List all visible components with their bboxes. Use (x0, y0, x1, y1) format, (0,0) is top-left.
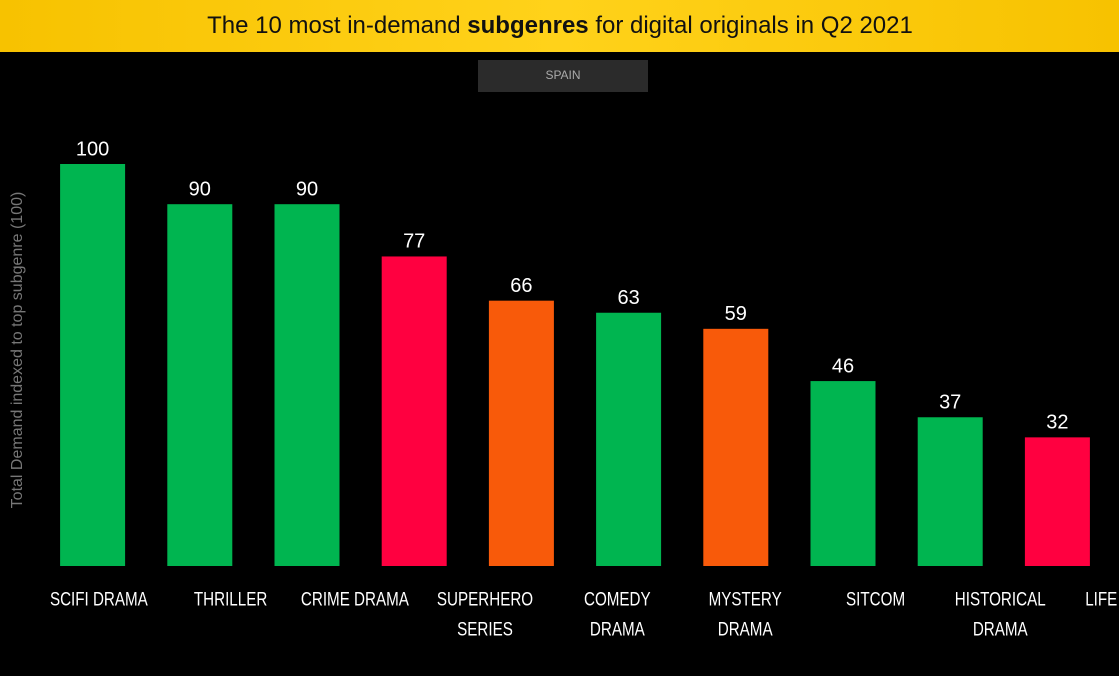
value-label: 59 (725, 303, 747, 325)
subtitle: SPAIN (545, 68, 580, 82)
value-label: 77 (403, 231, 425, 253)
title-part: for digital originals in Q2 2021 (589, 12, 913, 39)
bar (488, 300, 554, 566)
bar (703, 328, 769, 566)
subtitle-box (478, 60, 648, 92)
x-tick-label: SUPERHERO SERIES (437, 587, 533, 639)
x-tick-label: COMEDY DRAMA (584, 587, 651, 639)
bar (274, 204, 340, 566)
bar (1024, 437, 1090, 566)
x-tick-label: HISTORICAL DRAMA (955, 587, 1046, 639)
bar (60, 164, 126, 566)
value-label: 90 (189, 178, 211, 200)
x-tick-label: LIFE STORY (1085, 587, 1119, 609)
value-label: 46 (832, 355, 854, 377)
x-tick-label: THRILLER (194, 587, 267, 609)
value-label: 90 (296, 178, 318, 200)
chart-title: The 10 most in-demand subgenres for digi… (207, 12, 913, 39)
bar (596, 312, 662, 566)
title-part: The 10 most in-demand (207, 12, 467, 39)
x-tick-label: CRIME DRAMA (301, 587, 409, 609)
bar (810, 381, 876, 566)
title-part: subgenres (467, 12, 588, 39)
y-axis-label: Total Demand indexed to top subgenre (10… (9, 192, 26, 509)
bar (917, 417, 983, 566)
bar (167, 204, 233, 566)
x-tick-label: MYSTERY DRAMA (709, 587, 783, 639)
value-label: 63 (617, 287, 639, 309)
value-label: 32 (1046, 412, 1068, 434)
title-banner (0, 0, 1119, 52)
value-label: 100 (76, 138, 109, 160)
bar (381, 256, 447, 566)
value-label: 37 (939, 392, 961, 414)
x-tick-label: SITCOM (846, 587, 905, 609)
x-tick-label: SCIFI DRAMA (50, 587, 148, 609)
value-label: 66 (510, 275, 532, 297)
